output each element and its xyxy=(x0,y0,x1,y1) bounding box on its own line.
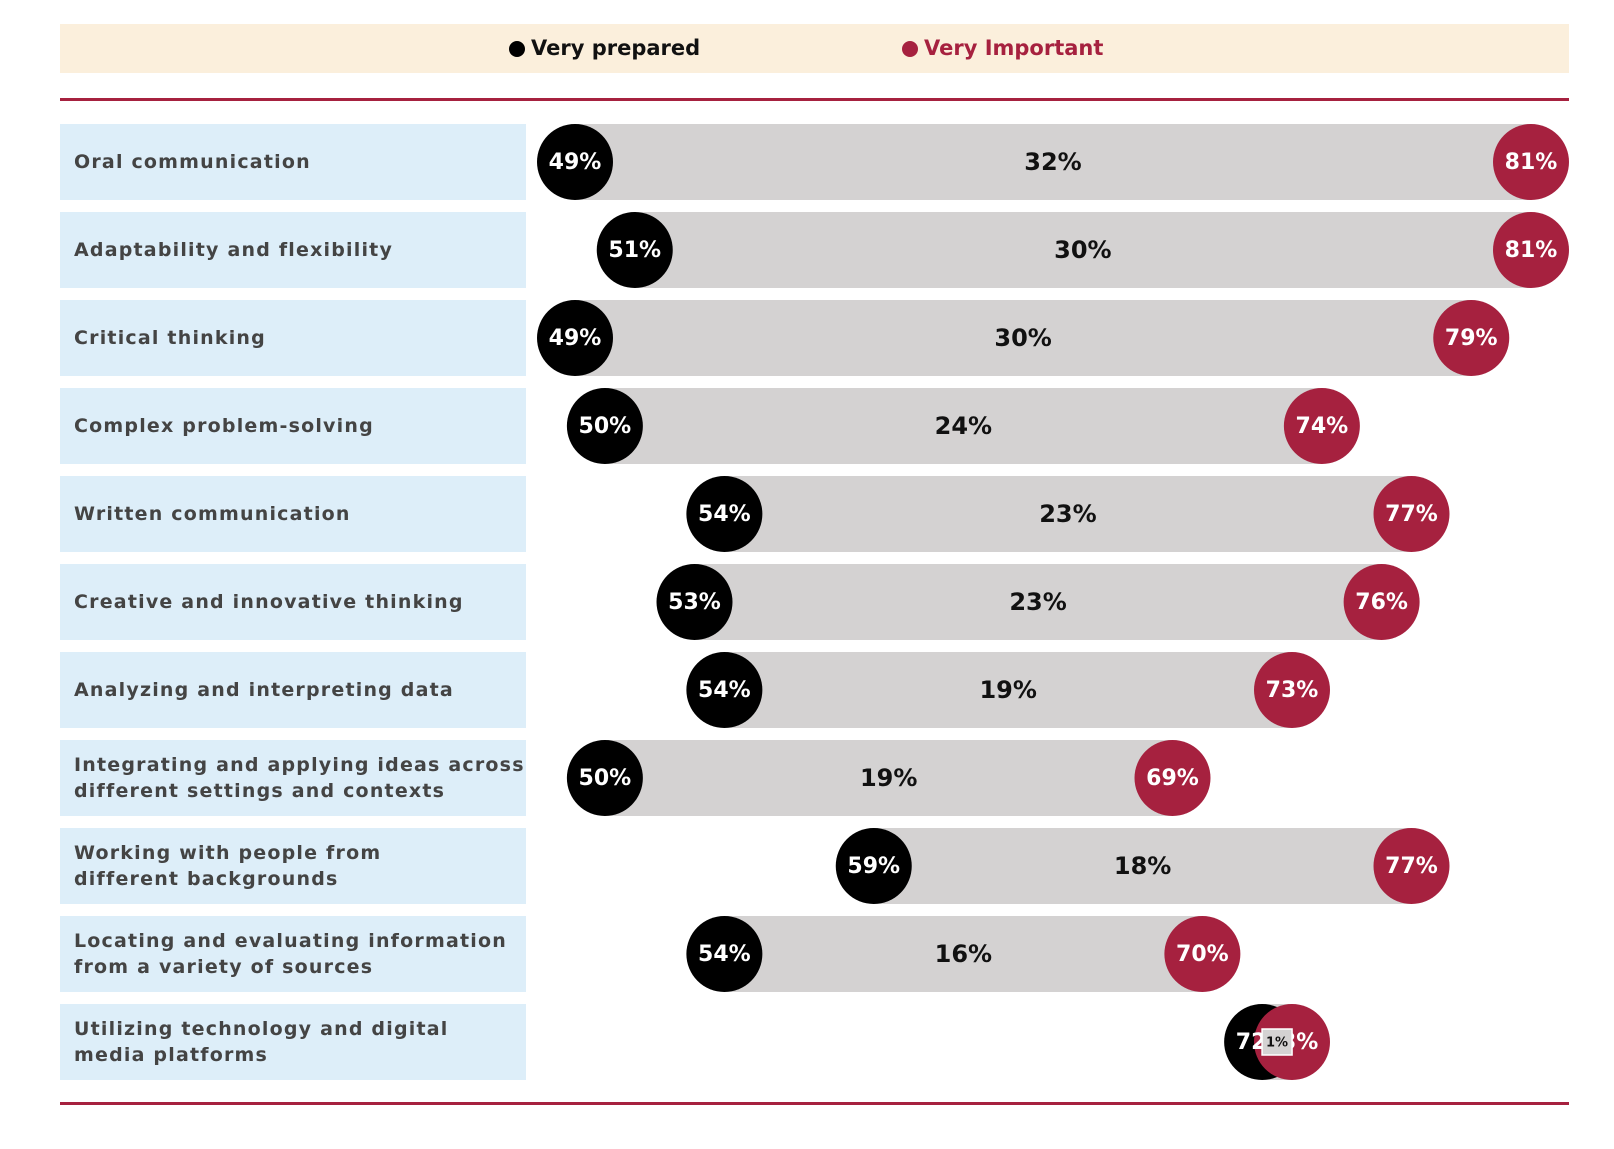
gap-bar xyxy=(873,828,1412,904)
value-label: 77% xyxy=(1385,854,1438,879)
dot xyxy=(1283,388,1360,464)
difference-label: 18% xyxy=(1114,852,1171,880)
gap-bar xyxy=(724,476,1412,552)
dot xyxy=(537,300,613,376)
difference-label: 19% xyxy=(979,676,1036,704)
value-label: 73% xyxy=(1266,678,1319,703)
dot xyxy=(1254,652,1330,728)
difference-label: 23% xyxy=(1009,588,1066,616)
value-label: 76% xyxy=(1355,590,1408,615)
value-label: 81% xyxy=(1505,238,1558,263)
value-label: 54% xyxy=(698,942,751,967)
dot xyxy=(1493,212,1569,288)
dot xyxy=(1433,300,1510,376)
legend-label: Very prepared xyxy=(531,36,700,60)
value-label: 50% xyxy=(579,766,632,791)
dot xyxy=(656,564,733,640)
gap-box xyxy=(1261,1028,1293,1056)
gap-bar xyxy=(575,300,1472,376)
gap-bar xyxy=(634,212,1531,288)
value-label: 54% xyxy=(698,502,751,527)
value-label: 70% xyxy=(1176,942,1229,967)
value-label: 81% xyxy=(1505,150,1558,175)
dot xyxy=(596,212,673,288)
category-label: Oral communication xyxy=(60,124,526,200)
category-label: Written communication xyxy=(60,476,526,552)
value-label: 54% xyxy=(698,678,751,703)
value-label: 53% xyxy=(668,590,721,615)
gap-bar xyxy=(694,564,1382,640)
dot xyxy=(566,388,643,464)
value-label: 49% xyxy=(549,150,602,175)
bottom-rule xyxy=(60,1102,1569,1105)
dot xyxy=(686,652,763,728)
dot xyxy=(1134,740,1211,816)
difference-label: 32% xyxy=(1024,148,1081,176)
difference-label: 16% xyxy=(935,940,992,968)
top-rule xyxy=(60,98,1569,101)
difference-label: 19% xyxy=(860,764,917,792)
category-label: Critical thinking xyxy=(60,300,526,376)
difference-label: 30% xyxy=(994,324,1051,352)
dot xyxy=(835,828,912,904)
category-label: Creative and innovative thinking xyxy=(60,564,526,640)
legend-label: Very Important xyxy=(924,36,1103,60)
gap-bar xyxy=(575,124,1531,200)
value-label: 50% xyxy=(579,414,632,439)
value-label: 69% xyxy=(1146,766,1199,791)
dot xyxy=(1164,916,1241,992)
legend-band xyxy=(60,24,1569,73)
gap-bar xyxy=(604,740,1173,816)
gap-bar xyxy=(724,916,1203,992)
value-label: 77% xyxy=(1385,502,1438,527)
dot xyxy=(566,740,643,816)
category-label: Adaptability and flexibility xyxy=(60,212,526,288)
difference-label: 30% xyxy=(1054,236,1111,264)
dot xyxy=(1373,828,1450,904)
category-label: Complex problem-solving xyxy=(60,388,526,464)
difference-label: 1% xyxy=(1266,1036,1288,1051)
dot xyxy=(686,916,763,992)
gap-bar xyxy=(724,652,1292,728)
value-label: 51% xyxy=(608,238,661,263)
gap-bar xyxy=(604,388,1322,464)
dot xyxy=(1373,476,1450,552)
legend-marker xyxy=(509,41,525,57)
value-label: 59% xyxy=(847,854,900,879)
value-label: 79% xyxy=(1445,326,1498,351)
difference-label: 23% xyxy=(1039,500,1096,528)
dot xyxy=(1493,124,1569,200)
category-label: Utilizing technology and digital media p… xyxy=(60,1004,526,1080)
category-label: Working with people from different backg… xyxy=(60,828,526,904)
category-label: Locating and evaluating information from… xyxy=(60,916,526,992)
dot xyxy=(1343,564,1420,640)
value-label: 49% xyxy=(549,326,602,351)
dot xyxy=(686,476,763,552)
difference-label: 24% xyxy=(935,412,992,440)
category-label: Analyzing and interpreting data xyxy=(60,652,526,728)
category-label: Integrating and applying ideas across di… xyxy=(60,740,526,816)
value-label: 74% xyxy=(1296,414,1349,439)
legend-marker xyxy=(902,41,918,57)
dot xyxy=(537,124,613,200)
